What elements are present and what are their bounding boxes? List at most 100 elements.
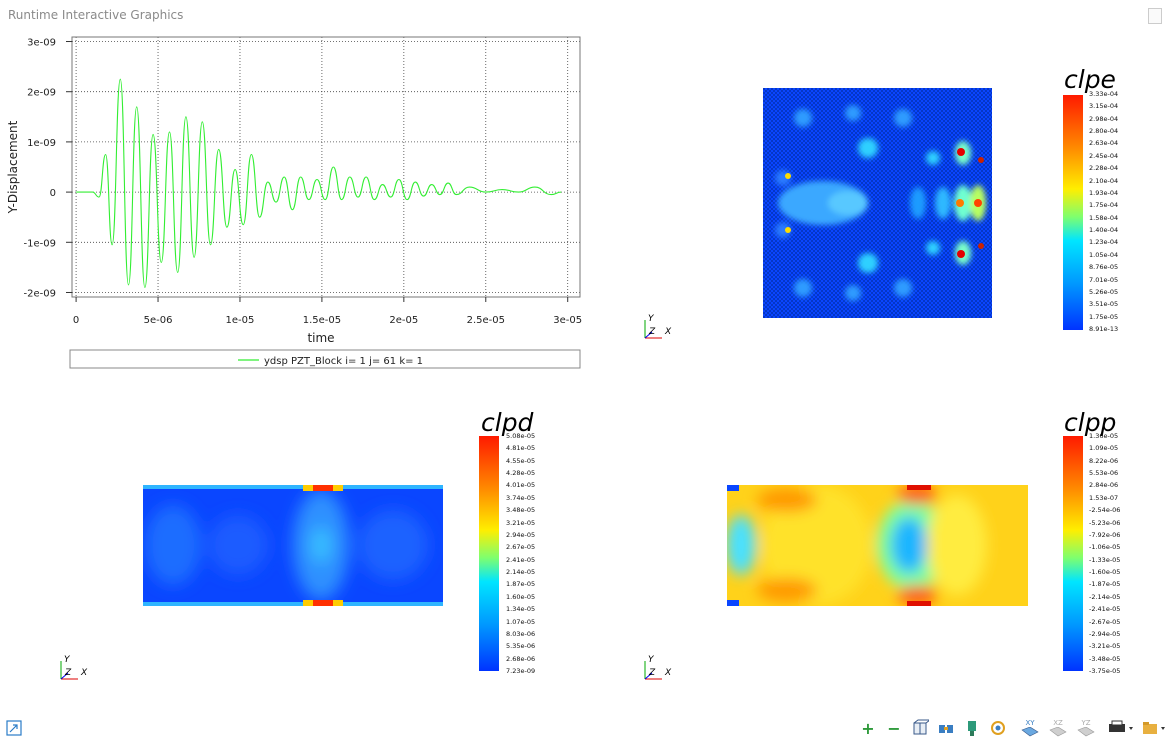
plot-area-frame [71,36,581,298]
y-tick-label: -2e-09 [24,288,56,299]
colorbar-label: 2.63e-04 [1089,139,1119,148]
view-xz-label: XZ [1053,718,1063,727]
colorbar-label: 5.53e-06 [1089,469,1119,478]
colorbar-label: 5.35e-06 [506,642,536,651]
title-bar: Runtime Interactive Graphics [0,0,1170,30]
colorbar-label: 4.81e-05 [506,444,536,453]
colorbar-label: 2.80e-04 [1089,127,1119,136]
colorbar-label: 3.33e-04 [1089,90,1119,98]
view-yz-label: YZ [1081,718,1091,727]
fullscreen-icon[interactable] [6,720,22,736]
window-title: Runtime Interactive Graphics [8,8,184,22]
triad-x-label: X [664,668,672,678]
pan-button[interactable] [934,716,958,740]
colorbar-label: -2.14e-05 [1089,592,1121,601]
colorbar-label: -1.87e-05 [1089,580,1121,589]
colorbar-label: 2.45e-04 [1089,151,1119,160]
colorbar-label: 4.28e-05 [506,469,536,478]
x-axis-label: time [307,331,334,345]
view-xy-button[interactable]: XY [1018,716,1042,740]
view-toolbar: + − XY XZ YZ [850,716,1170,742]
y-axis-label: Y-Displacement [6,120,20,214]
clpd-colorbar-title: clpd [481,408,534,437]
colorbar-label: 2.68e-06 [506,654,536,663]
triad-z-label: Z [648,327,656,337]
y-tick-label: 3e-09 [27,38,56,49]
colorbar-label: -3.75e-05 [1089,667,1121,675]
y-tick-label: 0 [50,188,56,199]
colorbar-label: 3.48e-05 [506,506,536,515]
restore-window-button[interactable] [1148,8,1162,24]
colorbar-label: 2.41e-05 [506,555,536,564]
colorbar-label: 1.09e-05 [1089,444,1119,453]
y-tick-label: 2e-09 [27,88,56,99]
colorbar-label: -3.21e-05 [1089,642,1121,651]
colorbar-label: 1.93e-04 [1089,188,1119,197]
y-tick-label: -1e-09 [24,238,56,249]
axis-triad-bottom-left: Y Z X [60,655,88,680]
colorbar-label: 2.98e-04 [1089,114,1119,123]
rotate-button[interactable] [986,716,1010,740]
plane-xy-icon [1021,726,1039,736]
folder-icon [1143,722,1165,734]
clpd-colorbar-labels: 5.08e-05 4.81e-05 4.55e-05 4.28e-05 4.01e-05… [506,431,566,677]
view-yz-button[interactable]: YZ [1074,716,1098,740]
triad-y-label: Y [648,314,655,324]
colorbar-label: 7.23e-09 [506,667,536,675]
triad-z-label: Z [648,668,656,678]
colorbar-label: 1.40e-04 [1089,226,1119,235]
colorbar-label: 1.23e-04 [1089,238,1119,247]
clpe-field-view[interactable] [763,88,992,318]
probe-icon [968,721,976,736]
colorbar-label: 2.67e-05 [506,543,536,552]
x-tick-label: 1e-05 [226,315,255,326]
clpp-field-view[interactable] [727,485,1028,606]
rotate-icon [991,721,1005,735]
colorbar-label: -2.54e-06 [1089,506,1121,515]
colorbar-label: 1.34e-05 [506,605,536,614]
ydsp-line-chart: 3e-09 2e-09 1e-09 0 -1e-09 -2e-09 0 5e-06 1e-05… [6,36,582,369]
zoom-in-button[interactable]: + [856,716,880,740]
colorbar-label: -2.67e-05 [1089,617,1121,626]
clpp-colorbar-labels: 1.36e-05 1.09e-05 8.22e-06 5.53e-06 2.84e-06… [1089,431,1149,677]
colorbar-label: 1.58e-04 [1089,213,1119,222]
y-tick-label: 1e-09 [27,138,56,149]
x-tick-label: 5e-06 [144,315,173,326]
print-button[interactable] [1106,716,1136,740]
colorbar-label: 2.14e-05 [506,568,536,577]
clpe-colorbar [1063,95,1083,330]
fit-view-button[interactable] [908,716,932,740]
colorbar-label: -7.92e-06 [1089,530,1121,539]
colorbar-label: 5.08e-05 [506,432,536,440]
probe-button[interactable] [960,716,984,740]
legend-box [69,349,581,369]
export-button[interactable] [1140,716,1170,740]
colorbar-label: 3.51e-05 [1089,300,1119,309]
colorbar-label: 2.28e-04 [1089,164,1119,173]
view-xy-label: XY [1025,718,1035,727]
triad-x-label: X [664,327,672,337]
colorbar-label: -1.33e-05 [1089,555,1121,564]
colorbar-label: 4.55e-05 [506,456,536,465]
legend-label: ydsp PZT_Block i= 1 j= 61 k= 1 [264,356,423,367]
colorbar-label: 8.91e-13 [1089,325,1119,333]
printer-icon [1109,720,1133,732]
colorbar-label: 1.05e-04 [1089,250,1119,259]
colorbar-label: 7.01e-05 [1089,275,1119,284]
view-xz-button[interactable]: XZ [1046,716,1070,740]
x-tick-label: 0 [73,315,79,326]
colorbar-label: 1.60e-05 [506,592,536,601]
colorbar-label: -1.06e-05 [1089,543,1121,552]
triad-z-label: Z [64,668,72,678]
colorbar-label: 1.53e-07 [1089,493,1119,502]
x-tick-labels: 0 5e-06 1e-05 1.5e-05 2e-05 2.5e-05 3e-05 [73,297,582,326]
zoom-out-button[interactable]: − [882,716,906,740]
x-tick-label: 3e-05 [553,315,582,326]
clpd-colorbar [479,436,499,671]
colorbar-label: 2.84e-06 [1089,481,1119,490]
colorbar-label: -2.41e-05 [1089,605,1121,614]
plane-xz-icon [1049,726,1067,736]
clpd-field-view[interactable] [143,485,443,606]
clpp-colorbar [1063,436,1083,671]
colorbar-label: -3.48e-05 [1089,654,1121,663]
